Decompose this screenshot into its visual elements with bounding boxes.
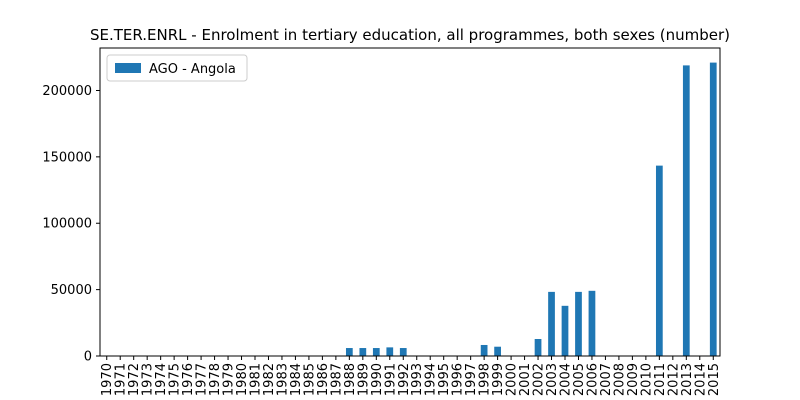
x-tick-label: 2009 xyxy=(626,363,641,396)
bar xyxy=(575,291,582,356)
bar xyxy=(345,348,353,356)
x-tick-label: 2013 xyxy=(680,363,695,396)
x-tick-label: 1986 xyxy=(316,363,331,396)
x-tick-label: 2007 xyxy=(599,363,614,396)
x-tick-label: 1992 xyxy=(397,363,412,396)
bar xyxy=(480,344,488,356)
legend-swatch xyxy=(115,63,141,73)
x-tick-label: 2014 xyxy=(693,363,708,396)
x-tick-label: 1980 xyxy=(235,363,250,396)
x-tick-label: 2015 xyxy=(707,363,722,396)
y-tick-label: 200000 xyxy=(42,84,92,99)
x-tick-label: 1979 xyxy=(222,363,237,396)
x-tick-label: 1989 xyxy=(356,363,371,396)
x-tick-label: 1988 xyxy=(343,363,358,396)
x-tick-label: 2001 xyxy=(518,363,533,396)
y-tick-label: 100000 xyxy=(42,217,92,232)
x-tick-label: 1977 xyxy=(195,363,210,396)
bar xyxy=(548,291,555,356)
y-tick-label: 150000 xyxy=(42,150,92,165)
x-tick-label: 1993 xyxy=(410,363,425,396)
bar xyxy=(588,290,596,356)
x-tick-label: 1981 xyxy=(249,363,264,396)
x-tick-label: 1970 xyxy=(100,363,115,396)
bar xyxy=(682,65,690,356)
plot-frame xyxy=(99,47,721,357)
bar xyxy=(494,346,501,356)
x-tick-label: 1991 xyxy=(383,363,398,396)
x-tick-label: 1997 xyxy=(464,363,479,396)
x-tick-label: 2008 xyxy=(612,363,627,396)
chart-title: SE.TER.ENRL - Enrolment in tertiary educ… xyxy=(90,26,730,44)
bar xyxy=(359,348,367,356)
x-tick-label: 2004 xyxy=(559,363,574,396)
x-tick-label: 1975 xyxy=(168,363,183,396)
bar xyxy=(655,165,663,356)
x-tick-label: 1996 xyxy=(451,363,466,396)
x-tick-label: 1987 xyxy=(329,363,344,396)
legend-label: AGO - Angola xyxy=(149,62,236,77)
x-tick-label: 2003 xyxy=(545,363,560,396)
bar xyxy=(399,348,407,356)
y-tick-label: 0 xyxy=(84,350,92,365)
x-tick-label: 2006 xyxy=(585,363,600,396)
bar xyxy=(561,305,569,356)
y-tick-label: 50000 xyxy=(51,283,92,298)
x-tick-label: 1985 xyxy=(302,363,317,396)
legend-box xyxy=(106,54,248,82)
x-tick-label: 2002 xyxy=(532,363,547,396)
x-tick-label: 1999 xyxy=(491,363,506,396)
x-tick-label: 1994 xyxy=(424,363,439,396)
bar xyxy=(372,348,380,356)
x-tick-label: 1978 xyxy=(208,363,223,396)
x-tick-label: 1972 xyxy=(127,363,142,396)
x-tick-label: 1995 xyxy=(437,363,452,396)
x-tick-label: 1976 xyxy=(181,363,196,396)
x-tick-label: 1990 xyxy=(370,363,385,396)
x-tick-label: 1974 xyxy=(154,363,169,396)
x-tick-label: 1983 xyxy=(275,363,290,396)
x-tick-label: 2010 xyxy=(639,363,654,396)
bar xyxy=(534,339,542,356)
x-tick-label: 2000 xyxy=(505,363,520,396)
x-tick-label: 1984 xyxy=(289,363,304,396)
x-tick-label: 1998 xyxy=(478,363,493,396)
bar xyxy=(709,62,717,356)
x-tick-label: 1973 xyxy=(141,363,156,396)
x-tick-label: 1971 xyxy=(114,363,129,396)
x-tick-label: 2005 xyxy=(572,363,587,396)
bar xyxy=(386,347,394,356)
x-tick-label: 1982 xyxy=(262,363,277,396)
x-tick-label: 2011 xyxy=(653,363,668,396)
x-tick-label: 2012 xyxy=(666,363,681,396)
